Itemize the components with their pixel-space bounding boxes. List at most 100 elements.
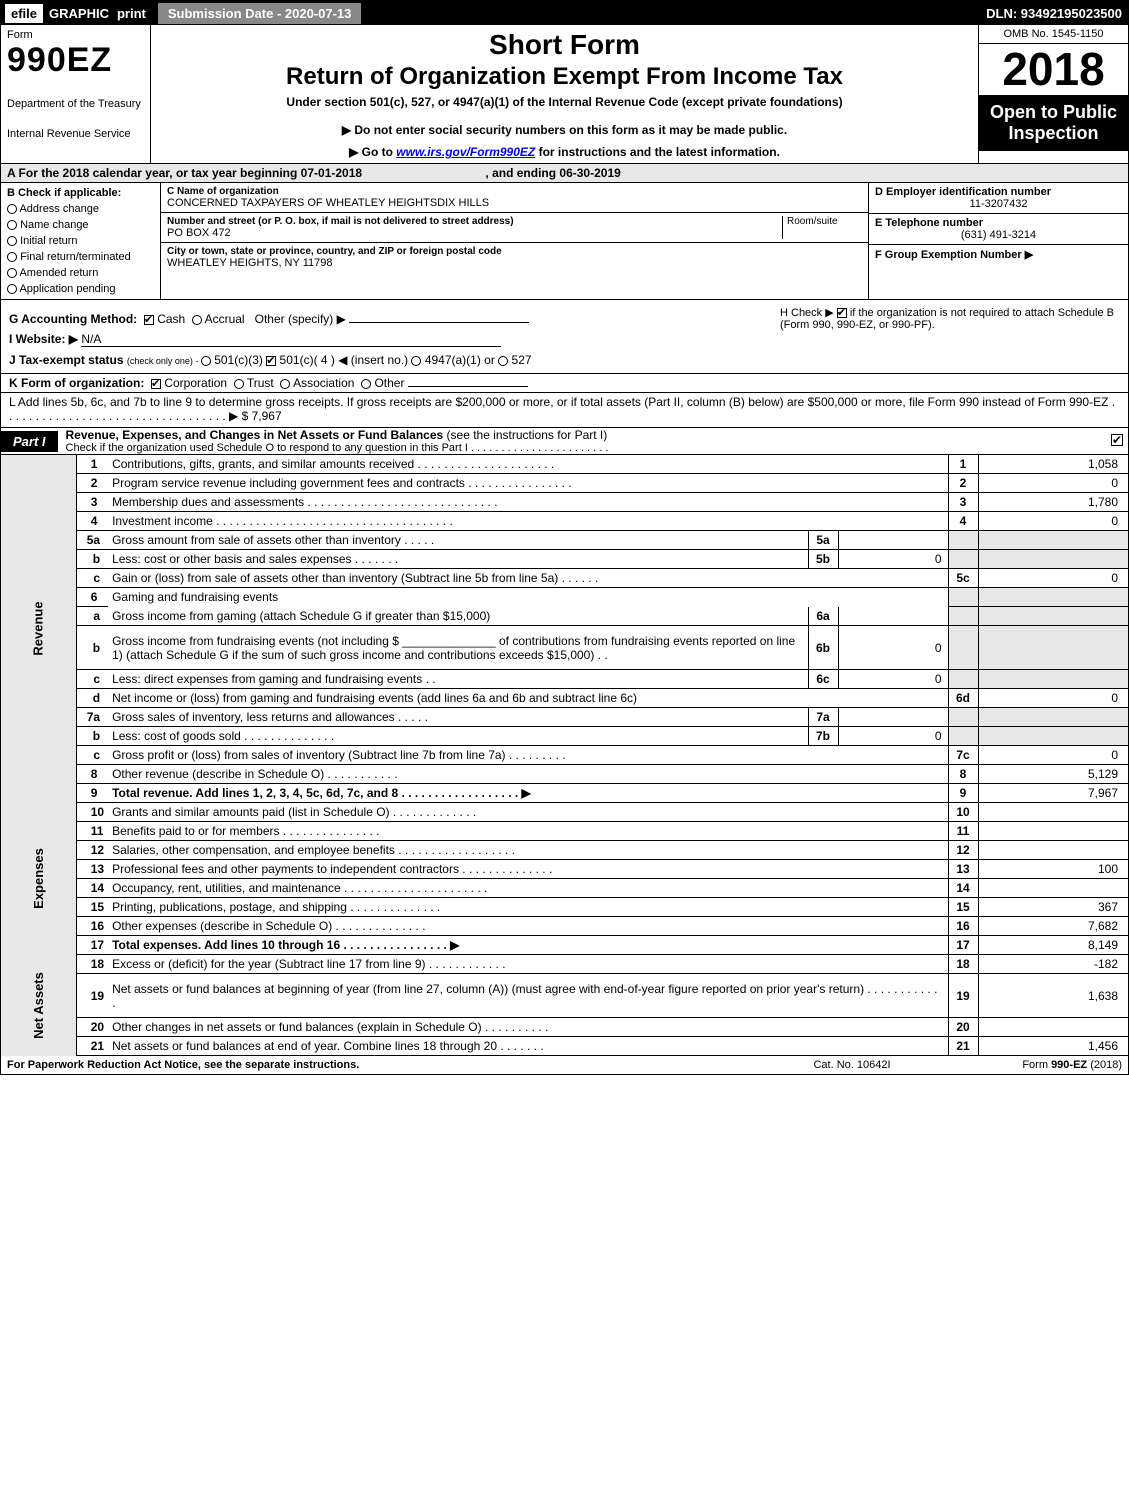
- line-col-shaded: [948, 607, 978, 626]
- chk-corp[interactable]: [151, 379, 161, 389]
- line-row: 2Program service revenue including gover…: [1, 474, 1128, 493]
- line-number: 9: [76, 784, 108, 803]
- chk-501c3[interactable]: [201, 356, 211, 366]
- chk-address-change[interactable]: Address change: [7, 203, 154, 215]
- chk-accrual[interactable]: [192, 315, 202, 325]
- line-row: 14Occupancy, rent, utilities, and mainte…: [1, 879, 1128, 898]
- g-other-blank[interactable]: [349, 322, 529, 323]
- print-link[interactable]: print: [117, 6, 146, 21]
- line-col-shaded: [948, 588, 978, 607]
- chk-app-pending-label: Application pending: [19, 283, 115, 295]
- chk-527[interactable]: [498, 356, 508, 366]
- line-desc: Total revenue. Add lines 1, 2, 3, 4, 5c,…: [108, 784, 948, 803]
- line-row: bLess: cost of goods sold . . . . . . . …: [1, 727, 1128, 746]
- addr-value: PO BOX 472: [167, 227, 782, 239]
- line-desc: Net assets or fund balances at beginning…: [108, 974, 948, 1018]
- h-prefix: H Check ▶: [780, 307, 837, 319]
- line-desc: Less: cost or other basis and sales expe…: [108, 550, 808, 569]
- line-number: 11: [76, 822, 108, 841]
- room-suite: Room/suite: [782, 216, 862, 239]
- val-col-shaded: [978, 626, 1128, 670]
- j-small: (check only one) -: [127, 356, 201, 366]
- header-center: Short Form Return of Organization Exempt…: [151, 25, 978, 163]
- phone-label: E Telephone number: [875, 217, 1122, 229]
- g-cash: Cash: [157, 312, 185, 326]
- line-col-shaded: [948, 531, 978, 550]
- inner-box-value: 0: [838, 727, 948, 746]
- part-i-check[interactable]: [1106, 434, 1128, 449]
- line-row: 16Other expenses (describe in Schedule O…: [1, 917, 1128, 936]
- part-i-tab: Part I: [1, 431, 58, 452]
- room-label: Room/suite: [787, 216, 838, 227]
- section-b: B Check if applicable: Address change Na…: [1, 183, 161, 299]
- i-label: I Website: ▶: [9, 332, 78, 346]
- chk-initial-return[interactable]: Initial return: [7, 235, 154, 247]
- line-value: [978, 822, 1128, 841]
- chk-other-org[interactable]: [361, 379, 371, 389]
- goto-link[interactable]: www.irs.gov/Form990EZ: [396, 145, 535, 159]
- chk-initial-return-label: Initial return: [20, 235, 77, 247]
- line-desc: Less: direct expenses from gaming and fu…: [108, 670, 808, 689]
- line-col: 21: [948, 1037, 978, 1056]
- line-row: Revenue1Contributions, gifts, grants, an…: [1, 455, 1128, 474]
- chk-501c[interactable]: [266, 356, 276, 366]
- chk-name-change[interactable]: Name change: [7, 219, 154, 231]
- chk-amended-label: Amended return: [19, 267, 98, 279]
- tax-year: 2018: [979, 44, 1128, 96]
- line-desc: Gross income from fundraising events (no…: [108, 626, 808, 670]
- j-label: J Tax-exempt status: [9, 353, 127, 367]
- line-col: 12: [948, 841, 978, 860]
- chk-cash[interactable]: [144, 315, 154, 325]
- period-mid: , and ending: [485, 166, 559, 180]
- entity-block: B Check if applicable: Address change Na…: [1, 183, 1128, 300]
- j-d: 527: [508, 353, 531, 367]
- line-col: 7c: [948, 746, 978, 765]
- line-value: [978, 1018, 1128, 1037]
- line-desc: Other revenue (describe in Schedule O) .…: [108, 765, 948, 784]
- section-side-label: Net Assets: [1, 955, 76, 1056]
- line-desc: Gross amount from sale of assets other t…: [108, 531, 808, 550]
- chk-assoc[interactable]: [280, 379, 290, 389]
- ssn-note: ▶ Do not enter social security numbers o…: [161, 123, 968, 137]
- chk-trust[interactable]: [234, 379, 244, 389]
- line-row: 7aGross sales of inventory, less returns…: [1, 708, 1128, 727]
- line-desc: Excess or (deficit) for the year (Subtra…: [108, 955, 948, 974]
- line-desc: Membership dues and assessments . . . . …: [108, 493, 948, 512]
- line-desc: Gain or (loss) from sale of assets other…: [108, 569, 948, 588]
- line-col: 19: [948, 974, 978, 1018]
- org-name-label: C Name of organization: [167, 186, 862, 197]
- chk-amended[interactable]: Amended return: [7, 267, 154, 279]
- org-name-row: C Name of organization CONCERNED TAXPAYE…: [161, 183, 868, 213]
- line-desc: Gross profit or (loss) from sales of inv…: [108, 746, 948, 765]
- l-text: L Add lines 5b, 6c, and 7b to line 9 to …: [9, 395, 1115, 423]
- ein-value: 11-3207432: [875, 198, 1122, 210]
- section-c: C Name of organization CONCERNED TAXPAYE…: [161, 183, 868, 299]
- line-l: L Add lines 5b, 6c, and 7b to line 9 to …: [1, 393, 1128, 428]
- chk-app-pending[interactable]: Application pending: [7, 283, 154, 295]
- line-col: 18: [948, 955, 978, 974]
- chk-name-change-label: Name change: [20, 219, 89, 231]
- period-row: A For the 2018 calendar year, or tax yea…: [1, 164, 1128, 183]
- group-exemption-cell: F Group Exemption Number ▶: [869, 245, 1128, 264]
- period-end: 06-30-2019: [559, 166, 620, 180]
- chk-4947[interactable]: [411, 356, 421, 366]
- line-desc: Total expenses. Add lines 10 through 16 …: [108, 936, 948, 955]
- line-row: 21Net assets or fund balances at end of …: [1, 1037, 1128, 1056]
- check-icon: [1111, 434, 1123, 446]
- footer-center: Cat. No. 10642I: [762, 1059, 942, 1071]
- line-desc: Gross sales of inventory, less returns a…: [108, 708, 808, 727]
- k-other-blank[interactable]: [408, 386, 528, 387]
- line-col-shaded: [948, 550, 978, 569]
- line-row: 19Net assets or fund balances at beginni…: [1, 974, 1128, 1018]
- line-value: 0: [978, 746, 1128, 765]
- chk-final-return[interactable]: Final return/terminated: [7, 251, 154, 263]
- line-col: 15: [948, 898, 978, 917]
- chk-h[interactable]: [837, 308, 847, 318]
- line-col: 20: [948, 1018, 978, 1037]
- part-i-table: Revenue1Contributions, gifts, grants, an…: [1, 455, 1128, 1056]
- line-desc: Contributions, gifts, grants, and simila…: [108, 455, 948, 474]
- line-col: 13: [948, 860, 978, 879]
- line-desc: Benefits paid to or for members . . . . …: [108, 822, 948, 841]
- line-row: 20Other changes in net assets or fund ba…: [1, 1018, 1128, 1037]
- line-desc: Printing, publications, postage, and shi…: [108, 898, 948, 917]
